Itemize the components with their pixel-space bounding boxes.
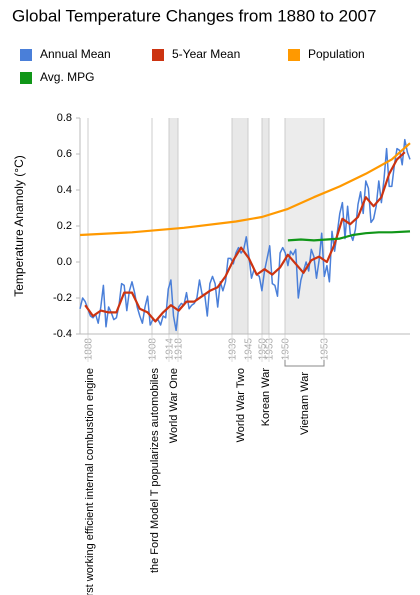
event-label: the Ford Model T popularizes automobiles [149,368,161,574]
y-tick-label: 0.4 [57,184,72,196]
event-band [232,118,248,334]
event-year: 1888 [84,338,95,361]
legend-label: Annual Mean [40,47,111,61]
event-bracket [284,360,325,367]
event-label: World War One [168,368,180,443]
series-line [79,138,411,332]
y-axis-title: Temperature Anamoly (°C) [12,155,26,297]
legend-swatch [288,49,300,61]
legend-swatch [20,49,32,61]
legend-swatch [20,72,32,84]
y-tick-label: -0.4 [53,328,72,340]
event-band [285,118,324,334]
event-band [169,118,178,334]
y-tick-label: 0.8 [57,112,72,124]
legend-label: 5-Year Mean [172,47,240,61]
legend-label: Avg. MPG [40,70,94,84]
event-year: 1939 [228,338,239,361]
event-year: 1953 [265,338,276,361]
y-tick-label: -0.2 [53,292,72,304]
series-line [287,230,411,242]
legend-label: Population [308,47,365,61]
y-tick-label: 0.2 [57,220,72,232]
event-label: World War Two [235,368,247,442]
event-band [262,118,269,334]
event-year: 1950 [258,338,269,361]
event-year: 1908 [148,338,159,361]
series-line [84,151,406,323]
event-year: 1914 [165,338,176,361]
chart-title: Global Temperature Changes from 1880 to … [12,6,376,25]
event-year: 1950 [281,338,292,361]
event-year: 1945 [244,338,255,361]
y-tick-label: 0.6 [57,148,72,160]
series-line [79,142,411,237]
event-label: first working efficient internal combust… [84,368,96,595]
event-year: 1953 [320,338,331,361]
legend-swatch [152,49,164,61]
event-label: Korean War [260,368,272,427]
event-label: Vietnam War [299,372,311,435]
event-year: 1918 [174,338,185,361]
y-tick-label: 0.0 [57,256,72,268]
